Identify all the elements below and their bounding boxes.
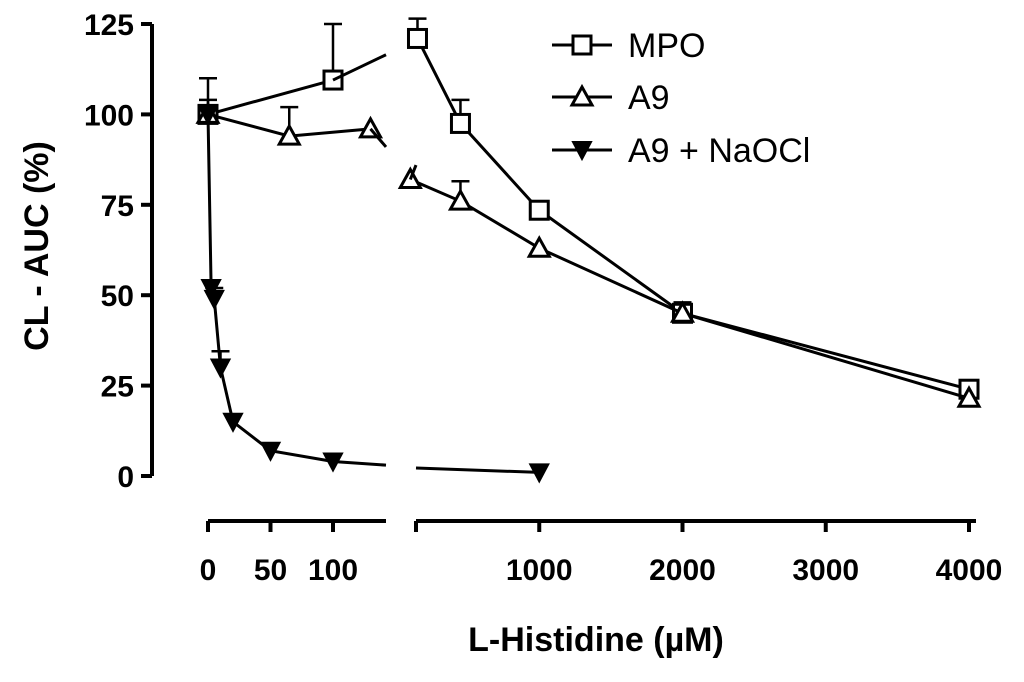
series-line — [416, 37, 970, 391]
x-tick-label: 4000 — [936, 554, 1003, 587]
y-axis-title: CL - AUC (%) — [18, 141, 56, 351]
axes-layer: 0 25 50 75 100 125 0 50 100 1000 2000 3000 4000 — [84, 9, 1002, 587]
series-line-break — [369, 127, 388, 148]
x-tick-label: 3000 — [792, 554, 859, 587]
data-point — [200, 278, 222, 300]
legend-item: A9 + NaOCl — [552, 132, 810, 170]
x-tick-label: 0 — [200, 554, 217, 587]
y-tick-label: 125 — [84, 9, 134, 42]
y-tick-label: 100 — [84, 99, 134, 132]
series-layer — [195, 17, 982, 484]
data-point — [259, 441, 282, 462]
series-line — [409, 178, 970, 400]
data-point — [197, 105, 219, 126]
y-tick-label: 50 — [101, 280, 134, 313]
data-point — [406, 27, 428, 49]
series-line-break — [332, 53, 387, 82]
x-axis-title: L-Histidine (µM) — [468, 621, 724, 659]
data-point — [669, 300, 696, 323]
data-point — [203, 289, 225, 310]
series-line-break — [332, 460, 387, 467]
legend-item: MPO — [552, 27, 705, 65]
data-point — [449, 112, 471, 134]
y-tick-label: 25 — [101, 371, 134, 404]
y-tick-label: 0 — [117, 461, 134, 494]
legend: MPO A9 A9 + NaOCl — [552, 27, 810, 170]
data-point — [571, 141, 593, 162]
legend-item: A9 — [552, 79, 670, 117]
x-tick-label: 100 — [308, 554, 358, 587]
data-point — [571, 34, 593, 56]
data-point — [569, 83, 595, 107]
data-point — [526, 235, 552, 258]
legend-label: A9 + NaOCl — [628, 132, 810, 170]
series-a9 — [195, 76, 982, 408]
data-point — [276, 123, 302, 146]
x-tick-label: 1000 — [506, 554, 573, 587]
data-point — [956, 385, 982, 408]
data-point — [209, 358, 232, 379]
data-point — [222, 412, 244, 433]
series-line — [207, 78, 334, 116]
series-mpo — [197, 17, 980, 400]
legend-label: A9 — [628, 79, 670, 117]
x-tick-label: 50 — [254, 554, 287, 587]
series-line-break — [408, 164, 418, 181]
data-point — [528, 199, 550, 221]
series-line — [206, 114, 334, 464]
x-tick-label: 2000 — [649, 554, 716, 587]
legend-label: MPO — [628, 27, 705, 65]
y-tick-label: 75 — [101, 190, 134, 223]
series-line-break — [415, 466, 540, 474]
data-point — [447, 188, 474, 211]
data-point — [357, 115, 384, 139]
